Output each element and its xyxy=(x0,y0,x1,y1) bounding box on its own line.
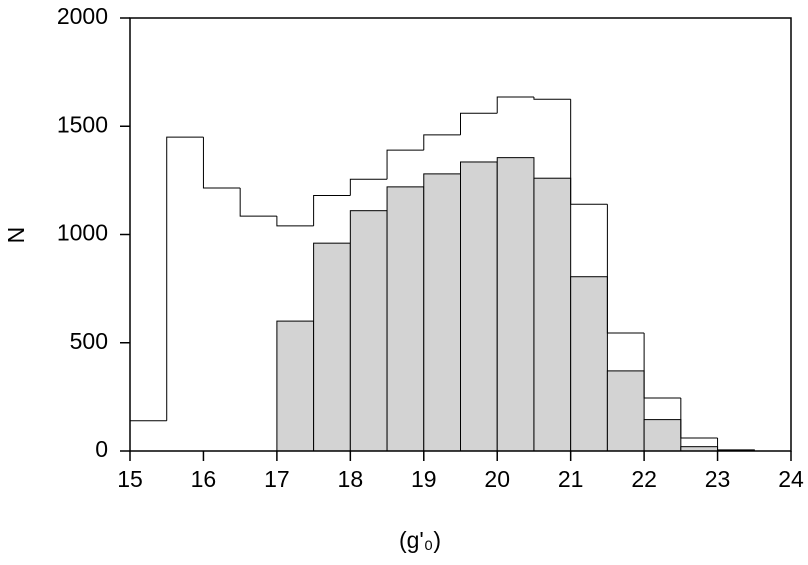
histogram-bar xyxy=(606,370,645,452)
x-tick-label: 16 xyxy=(191,466,217,492)
histogram-bar xyxy=(643,419,682,452)
x-tick-label: 24 xyxy=(778,466,804,492)
x-axis-label: (g'₀) xyxy=(399,527,441,553)
histogram-step xyxy=(570,99,608,205)
histogram-step xyxy=(606,204,645,334)
y-tick-label: 0 xyxy=(95,436,108,462)
histogram-step xyxy=(533,97,571,100)
x-tick-label: 23 xyxy=(705,466,731,492)
x-tick-label: 21 xyxy=(558,466,584,492)
y-tick-label: 1000 xyxy=(57,220,108,246)
histogram-step xyxy=(680,397,718,439)
histogram-step xyxy=(166,136,204,421)
y-tick-label: 2000 xyxy=(57,3,108,29)
x-tick-label: 18 xyxy=(338,466,364,492)
histogram-step xyxy=(349,178,388,196)
histogram-bar xyxy=(496,157,535,452)
x-tick-label: 20 xyxy=(484,466,510,492)
histogram-step xyxy=(239,187,277,217)
x-tick-label: 22 xyxy=(631,466,657,492)
histogram-bar xyxy=(460,161,498,452)
histogram-step xyxy=(386,149,424,180)
x-tick-label: 15 xyxy=(117,466,143,492)
histogram-bar xyxy=(313,242,351,452)
histogram-step xyxy=(717,438,755,451)
histogram-step xyxy=(423,134,461,151)
histogram-bar xyxy=(276,320,315,452)
x-tick-label: 19 xyxy=(411,466,437,492)
histogram-bar xyxy=(386,186,425,452)
histogram-step xyxy=(643,333,681,399)
y-tick-label: 500 xyxy=(70,328,108,354)
y-tick-label: 1500 xyxy=(57,111,108,137)
histogram-step xyxy=(276,216,314,227)
histogram-step xyxy=(313,195,351,226)
y-axis-label: N xyxy=(3,227,29,244)
histogram-step xyxy=(460,112,498,135)
histogram-bar xyxy=(423,173,461,452)
histogram-step xyxy=(496,96,534,114)
histogram-bar xyxy=(570,276,608,452)
histogram-bar xyxy=(533,177,572,452)
histogram-bar xyxy=(349,210,388,452)
histogram-step xyxy=(129,420,167,451)
histogram-step xyxy=(202,137,241,189)
x-tick-label: 17 xyxy=(264,466,290,492)
